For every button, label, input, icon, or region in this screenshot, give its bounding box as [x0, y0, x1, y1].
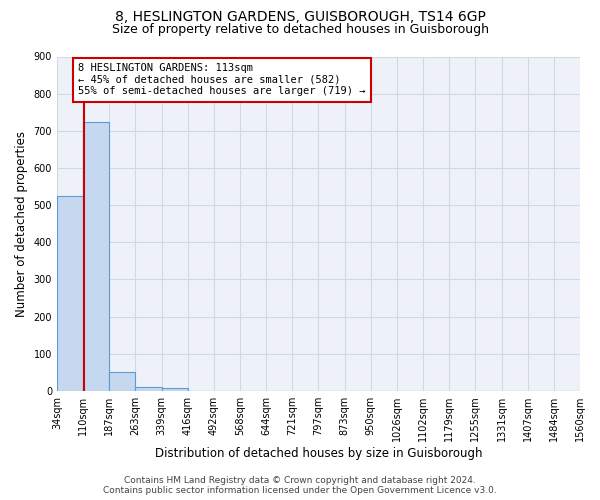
Text: 8 HESLINGTON GARDENS: 113sqm
← 45% of detached houses are smaller (582)
55% of s: 8 HESLINGTON GARDENS: 113sqm ← 45% of de… [78, 63, 365, 96]
Bar [161, 388, 188, 391]
Bar [83, 122, 109, 391]
Text: Contains HM Land Registry data © Crown copyright and database right 2024.
Contai: Contains HM Land Registry data © Crown c… [103, 476, 497, 495]
Bar [57, 196, 83, 391]
Text: Size of property relative to detached houses in Guisborough: Size of property relative to detached ho… [112, 22, 488, 36]
Bar [109, 372, 136, 391]
Y-axis label: Number of detached properties: Number of detached properties [15, 130, 28, 316]
Text: 8, HESLINGTON GARDENS, GUISBOROUGH, TS14 6GP: 8, HESLINGTON GARDENS, GUISBOROUGH, TS14… [115, 10, 485, 24]
X-axis label: Distribution of detached houses by size in Guisborough: Distribution of detached houses by size … [155, 447, 482, 460]
Bar [136, 387, 161, 391]
